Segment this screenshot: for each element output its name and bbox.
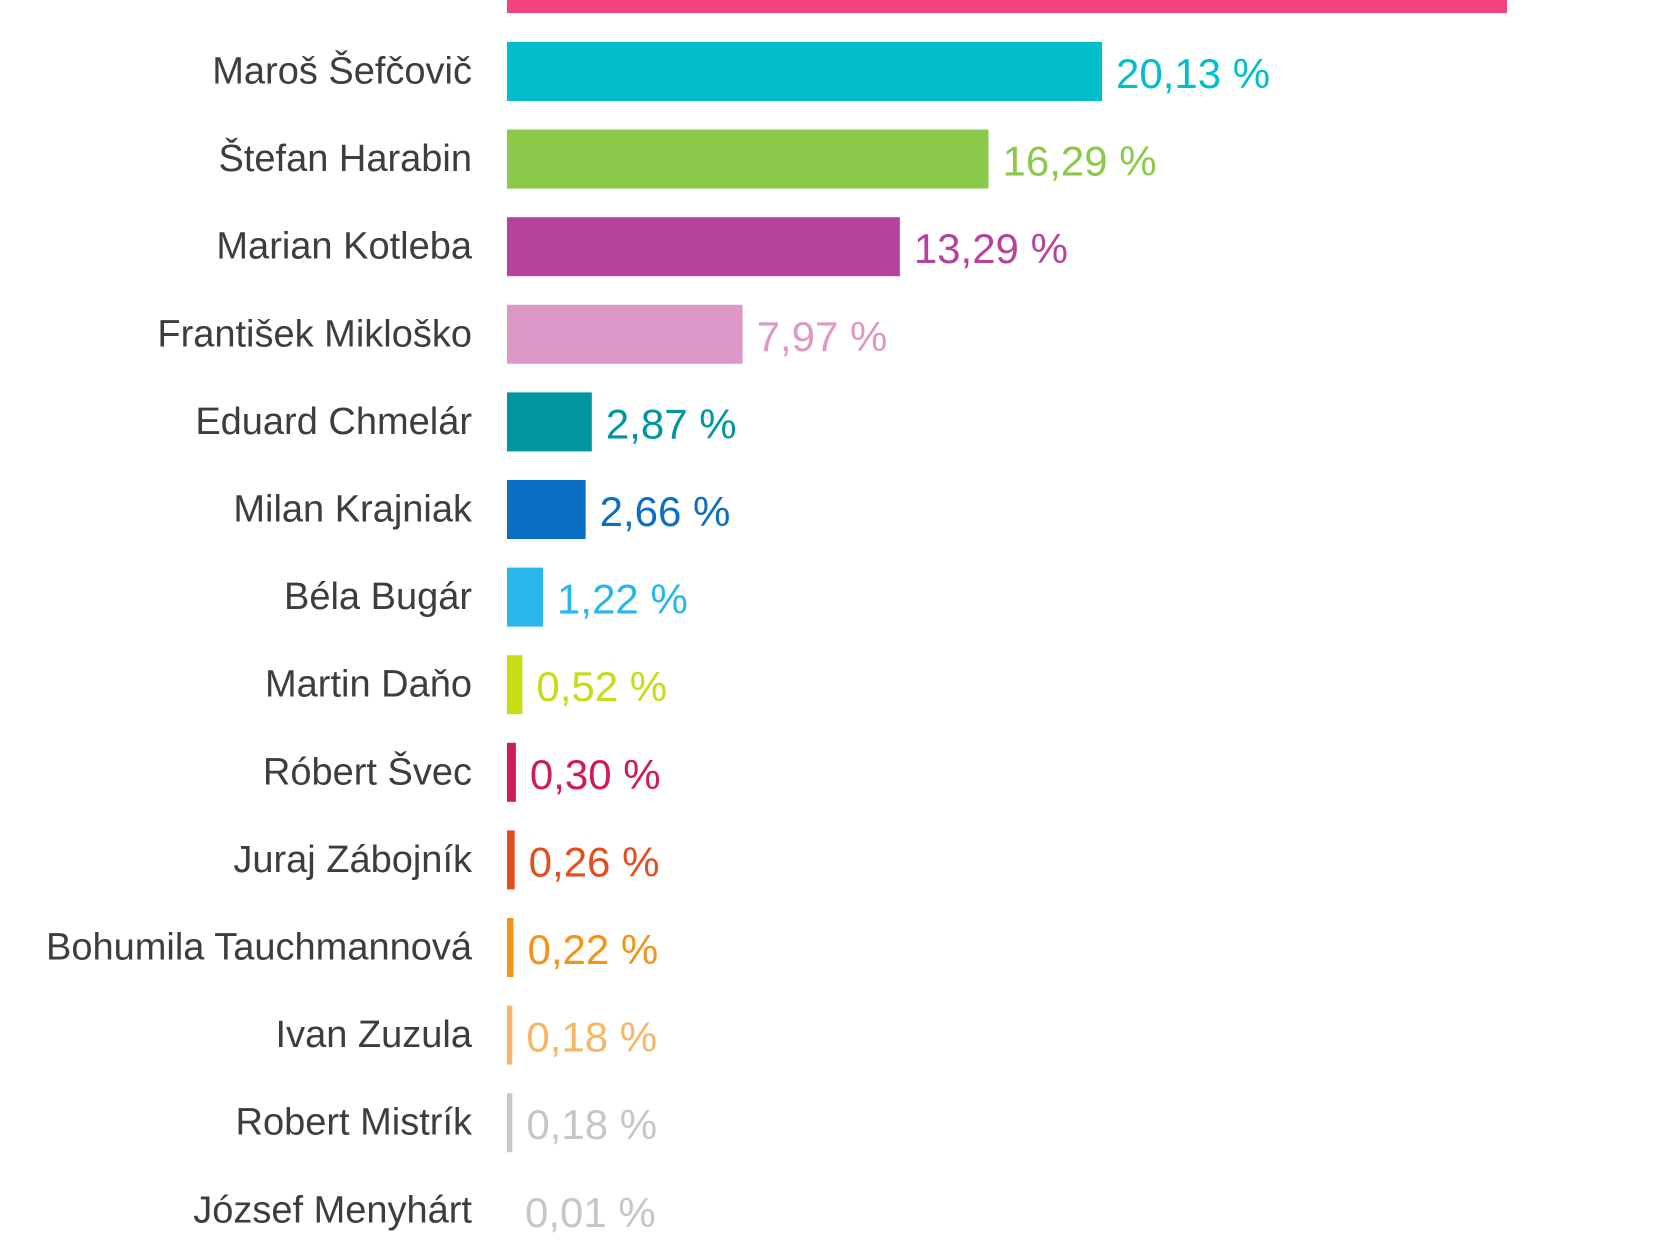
bar: [507, 480, 586, 539]
bar: [507, 1093, 513, 1153]
category-label: Juraj Zábojník: [233, 839, 473, 881]
category-label: Marian Kotleba: [216, 226, 472, 268]
top-bar-cut-off: [507, 0, 1507, 13]
value-label: 2,87 %: [606, 400, 737, 447]
bar: [507, 304, 743, 364]
category-label: József Menyhárt: [193, 1189, 472, 1231]
category-label: Ivan Zuzula: [276, 1014, 473, 1056]
bar: [507, 129, 989, 189]
category-label: Milan Krajniak: [233, 489, 473, 531]
category-label: Bohumila Tauchmannová: [46, 927, 473, 969]
value-label: 0,52 %: [536, 663, 667, 710]
category-label: Robert Mistrík: [236, 1102, 473, 1144]
value-label: 0,30 %: [530, 751, 661, 798]
value-label: 0,01 %: [525, 1189, 656, 1236]
value-label: 16,29 %: [1002, 138, 1156, 185]
bar: [507, 830, 515, 890]
category-labels-group: Maroš Šefčovič Štefan Harabin Marian Kotle…: [46, 49, 473, 1232]
value-label: 0,18 %: [526, 1014, 657, 1061]
category-label: Béla Bugár: [284, 576, 472, 618]
value-label: 13,29 %: [914, 225, 1068, 272]
bar: [507, 742, 516, 802]
bars-group: [507, 42, 1102, 1153]
value-label: 2,66 %: [600, 488, 731, 535]
category-label: Maroš Šefčovič: [212, 49, 472, 93]
category-label: Martin Daňo: [265, 664, 472, 706]
bar: [507, 918, 514, 977]
category-label: Róbert Švec: [263, 749, 472, 793]
value-label: 0,26 %: [529, 838, 660, 885]
category-label: František Mikloško: [157, 313, 472, 355]
bar: [507, 655, 523, 715]
value-label: 0,18 %: [526, 1101, 657, 1148]
bar: [507, 217, 900, 277]
bar: [507, 42, 1102, 101]
bar: [507, 567, 544, 627]
bar: [507, 392, 592, 452]
category-label: Štefan Harabin: [219, 136, 473, 180]
bar: [507, 1005, 513, 1065]
category-label: Eduard Chmelár: [195, 401, 472, 443]
value-label: 20,13 %: [1116, 50, 1270, 97]
value-label: 0,22 %: [528, 926, 659, 973]
value-labels-group: 20,13 % 16,29 % 13,29 % 7,97 % 2,87 % 2,66 % 1…: [525, 50, 1270, 1236]
value-label: 7,97 %: [757, 313, 888, 360]
value-label: 1,22 %: [557, 576, 688, 623]
